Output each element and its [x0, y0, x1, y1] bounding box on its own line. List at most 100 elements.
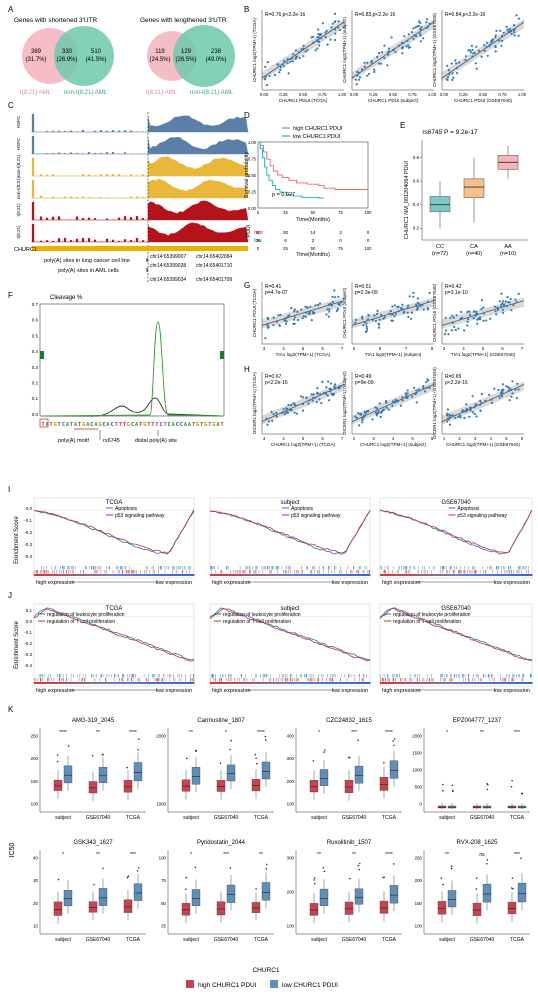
b1-point — [410, 30, 413, 34]
g2-point — [467, 317, 470, 321]
j2-rank-strip — [440, 682, 449, 684]
k-ytick: 10 — [33, 924, 38, 929]
h0-point — [289, 408, 292, 412]
track-coverage — [31, 135, 249, 155]
sequence-base: T — [70, 422, 73, 428]
j0-rank-strip — [66, 682, 75, 684]
h0-xtick: 6 — [321, 436, 324, 441]
b2-point — [486, 54, 489, 57]
k-group-label: subject — [183, 937, 199, 943]
km-ytick: 0.25 — [248, 190, 257, 195]
h1-point — [422, 384, 425, 388]
sequence-base: A — [66, 422, 70, 428]
b0-point — [268, 74, 271, 78]
i0-rank-strip — [82, 574, 91, 576]
g0-point — [302, 315, 305, 318]
g2-point — [450, 329, 454, 332]
h2-point — [469, 408, 472, 411]
b1-point — [406, 39, 409, 43]
k-outlier — [358, 868, 361, 871]
b1-xtick: 0.00 — [350, 92, 359, 97]
panel-letter-h: H — [244, 365, 250, 374]
i1-rank-strip — [330, 574, 339, 576]
g2-point — [493, 305, 497, 308]
h0-point — [307, 402, 310, 405]
k-outlier — [450, 865, 453, 867]
b1-point — [383, 44, 386, 47]
sequence-base: T — [139, 422, 142, 428]
h1-point — [385, 401, 388, 404]
track-coverage — [31, 156, 249, 177]
b2-point — [451, 78, 454, 81]
g1-point — [409, 317, 413, 320]
h0-point — [280, 411, 283, 414]
i2-rank-strip — [456, 574, 465, 576]
panel-letter-k: K — [8, 705, 14, 714]
j1-high-label: high expression — [212, 688, 251, 694]
g1-point — [361, 317, 364, 320]
g1-point — [373, 314, 376, 317]
coverage-track: HSPC — [16, 113, 250, 133]
b0-point — [302, 55, 305, 58]
h2-point — [446, 408, 450, 411]
h2-point — [516, 382, 519, 385]
g1-point — [408, 295, 411, 298]
h2-point — [471, 395, 474, 398]
b1-point — [373, 68, 376, 71]
h2-point — [501, 389, 504, 392]
g2-point — [463, 329, 466, 332]
g0-point — [316, 303, 320, 306]
h2-point — [515, 397, 519, 400]
g1-point — [378, 318, 381, 321]
km-yticks: 1.00 0.75 0.50 0.25 0.00 — [248, 140, 257, 211]
g2-point — [494, 310, 497, 313]
b1-plot: R=0.83,p<2.2e-16 0.00 0.25 0.50 0.75 1.00 CHUR… — [342, 10, 437, 103]
b1-point — [401, 46, 404, 49]
h0-point — [310, 393, 313, 396]
k-sig-label: ** — [352, 852, 356, 858]
h2-point — [468, 415, 471, 418]
g1-point — [393, 315, 396, 318]
h0-point — [329, 389, 332, 392]
k-outlier — [255, 888, 257, 890]
k-group-label: GSE67040 — [470, 937, 495, 943]
i1-rank-strip — [210, 574, 219, 576]
cleavage-ytick: 0.1 — [32, 396, 39, 401]
b2-point — [486, 41, 489, 44]
b2-point — [505, 25, 508, 28]
b0-point — [273, 73, 276, 77]
g0-point — [331, 300, 335, 304]
h2-point — [500, 392, 503, 395]
km-curve-low — [258, 141, 324, 199]
g0-point — [336, 308, 339, 311]
i1-rank-strip — [322, 574, 331, 576]
k-ytick: 250 — [31, 734, 39, 739]
k-outlier — [510, 785, 513, 788]
g1-point — [365, 322, 368, 325]
k-outlier — [185, 876, 188, 879]
venn-right-b-count: 238 — [211, 49, 222, 55]
i1-rank-strip — [306, 574, 315, 576]
g2-point — [451, 321, 454, 324]
sequence-base: T — [119, 422, 122, 428]
b0-point — [282, 65, 285, 68]
b2-point — [445, 78, 448, 81]
b0-point — [339, 29, 342, 32]
k-sig-label: * — [190, 852, 192, 858]
h1-point — [391, 404, 394, 407]
b0-xtick: 0.25 — [279, 92, 288, 97]
g2-point — [504, 300, 507, 303]
b0-point — [310, 36, 313, 39]
k-box — [507, 901, 517, 915]
b0-point — [330, 26, 333, 29]
g1-point — [418, 303, 421, 306]
g1-xtick: 6 — [379, 346, 382, 351]
h1-point — [363, 410, 366, 413]
b0-point — [312, 41, 315, 44]
h1-point — [377, 410, 380, 413]
k-outlier — [450, 867, 453, 870]
b0-point — [276, 63, 280, 66]
i0-legend-label: Apoptosis — [115, 506, 137, 512]
g0-point — [339, 301, 343, 304]
h1-point — [415, 389, 418, 392]
